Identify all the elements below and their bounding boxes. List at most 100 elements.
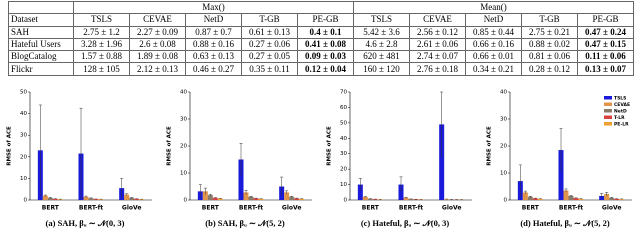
table-cell: 0.28 ± 0.12	[521, 62, 578, 76]
y-tick-label: 60	[340, 105, 347, 111]
table-cell: 0.88 ± 0.02	[521, 37, 578, 52]
y-tick-label: 20	[180, 144, 187, 150]
bar	[98, 199, 104, 200]
table-cell: 620 ± 481	[353, 50, 410, 64]
table-cell: 0.4 ± 0.1	[297, 25, 354, 39]
table-row: Flickr 128 ± 105 2.12 ± 0.13 0.46 ± 0.27 0.3…	[8, 62, 634, 76]
legend-swatch	[604, 96, 612, 100]
table-row: BlogCatalog 1.57 ± 0.88 1.89 ± 0.08 0.63 ± …	[8, 50, 634, 64]
bar	[372, 199, 378, 200]
bar	[568, 195, 574, 200]
legend-swatch	[604, 102, 612, 106]
y-tick-label: 70	[340, 90, 347, 96]
x-tick-label: GloVe	[442, 205, 462, 212]
y-tick-label: 40	[500, 90, 507, 96]
y-tick-label: 40	[340, 136, 347, 142]
bar	[253, 198, 259, 200]
table-cell: 128 ± 105	[73, 62, 130, 76]
table-body: Max() Mean() Dataset TSLS CEVAE NetD T-GB PE-GB…	[8, 0, 634, 76]
table-cell: NetD	[465, 13, 522, 27]
table-cell: TSLS	[353, 13, 410, 27]
x-tick-label: GloVe	[282, 205, 302, 212]
legend-label: PE-LR	[614, 122, 629, 128]
x-tick-label: BERT-ft	[399, 205, 423, 212]
table-cell: 2.61 ± 0.06	[409, 37, 466, 52]
bar	[604, 194, 610, 200]
bar	[139, 199, 145, 200]
page: Max() Mean() Dataset TSLS CEVAE NetD T-GB PE-GB…	[6, 0, 634, 228]
bar	[367, 198, 373, 200]
bar	[563, 190, 569, 200]
results-table: Max() Mean() Dataset TSLS CEVAE NetD T-GB PE-GB…	[8, 0, 634, 76]
bar	[299, 198, 305, 200]
bar	[527, 196, 533, 200]
table-cell: BlogCatalog	[8, 50, 74, 64]
table-cell: 2.75 ± 1.2	[73, 25, 130, 39]
bar	[212, 197, 218, 200]
bar	[614, 198, 620, 200]
table-cell: 0.61 ± 0.13	[241, 25, 298, 39]
table-cell: Flickr	[8, 62, 74, 76]
table-cell: 0.87 ± 0.7	[185, 25, 242, 39]
table-cell: 1.57 ± 0.88	[73, 50, 130, 64]
bar	[537, 198, 543, 200]
bar	[444, 199, 450, 200]
y-tick-label: 20	[20, 154, 27, 160]
legend-swatch	[604, 122, 612, 126]
bar	[238, 159, 244, 200]
table-cell: 0.47 ± 0.24	[577, 25, 634, 39]
table-cell: CEVAE	[409, 13, 466, 27]
bar	[284, 192, 290, 200]
bar	[289, 196, 295, 200]
y-tick-label: 30	[20, 133, 27, 139]
y-axis-label: RMSE of ACE	[327, 126, 333, 166]
table-cell: 0.27 ± 0.05	[241, 50, 298, 64]
y-tick-label: 10	[500, 171, 507, 177]
table-cell: 0.34 ± 0.21	[465, 62, 522, 76]
legend-label: CEVAE	[614, 102, 630, 108]
bar	[83, 196, 89, 200]
bar	[619, 199, 625, 200]
table-cell: CEVAE	[129, 13, 186, 27]
y-tick-label: 20	[340, 167, 347, 173]
table-cell: 0.66 ± 0.01	[465, 50, 522, 64]
x-tick-label: BERT	[522, 205, 540, 212]
table-cell: Mean()	[353, 0, 634, 15]
table-cell: 2.75 ± 0.21	[521, 25, 578, 39]
bar	[202, 191, 208, 200]
y-tick-label: 10	[180, 171, 187, 177]
bar	[573, 198, 579, 200]
bar	[357, 184, 363, 200]
table-cell: 0.66 ± 0.16	[465, 37, 522, 52]
bar	[243, 192, 249, 200]
table-cell: 0.88 ± 0.16	[185, 37, 242, 52]
table-cell: 0.85 ± 0.44	[465, 25, 522, 39]
table-cell: PE-GB	[297, 13, 354, 27]
table-row: Hateful Users 3.28 ± 1.96 2.6 ± 0.08 0.88 ±…	[8, 37, 634, 52]
table-cell: TSLS	[73, 13, 130, 27]
bar	[93, 199, 99, 200]
bar	[294, 198, 300, 200]
bar	[609, 197, 615, 200]
caption: (d) Hateful, βᵤ ∼ 𝒩(5, 2)	[520, 218, 609, 228]
table-cell: PE-GB	[577, 13, 634, 27]
bar	[129, 197, 135, 200]
legend-swatch	[604, 109, 612, 113]
table-cell: 0.11 ± 0.06	[577, 50, 634, 64]
bar	[403, 197, 409, 200]
table-cell: 2.6 ± 0.08	[129, 37, 186, 52]
bar	[522, 192, 528, 200]
y-tick-label: 40	[180, 90, 187, 96]
legend-label: NetD	[614, 109, 627, 115]
table-cell: 1.89 ± 0.08	[129, 50, 186, 64]
x-tick-label: BERT	[42, 205, 60, 212]
bar	[248, 196, 254, 200]
bar	[88, 198, 94, 200]
y-tick-label: 0	[184, 198, 188, 204]
y-axis-label: RMSE of ACE	[167, 126, 173, 166]
table-cell	[8, 0, 74, 15]
bar	[52, 198, 58, 200]
table-cell: T-GB	[521, 13, 578, 27]
table-cell: 0.13 ± 0.07	[577, 62, 634, 76]
legend-label: TSLS	[614, 96, 626, 102]
